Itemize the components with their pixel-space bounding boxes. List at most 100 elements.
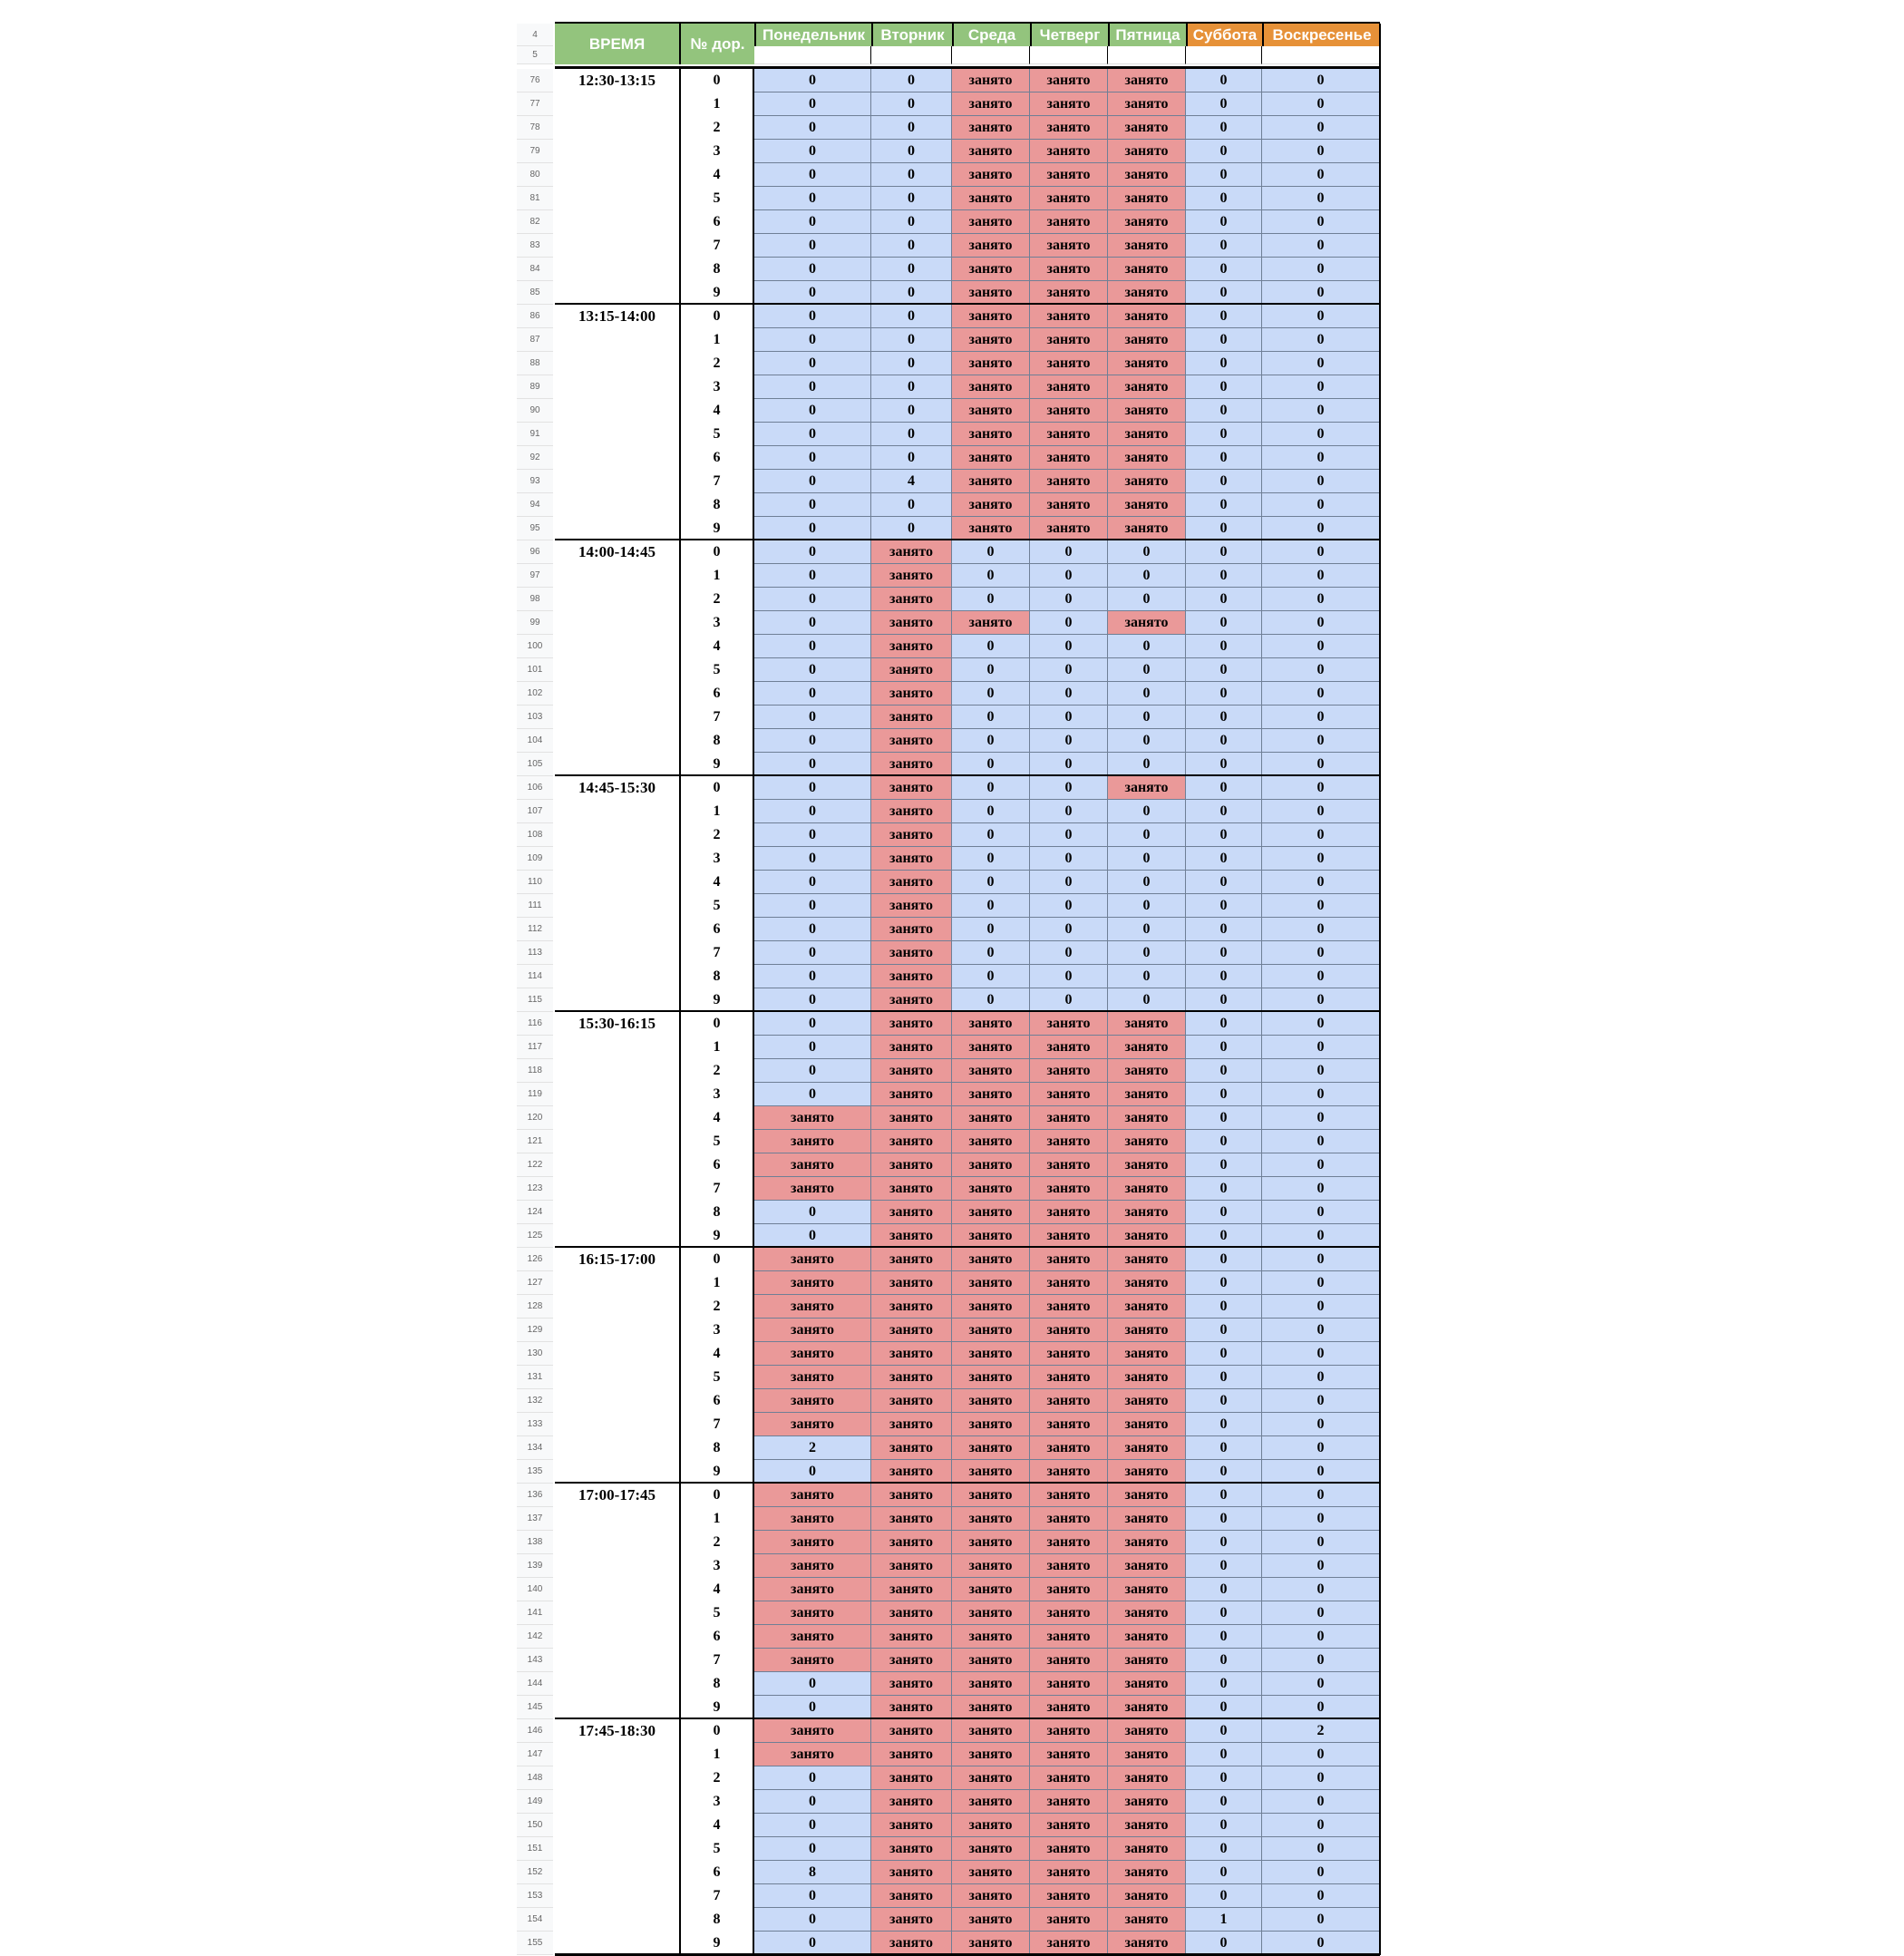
booking-cell[interactable]: 0 bbox=[1108, 588, 1186, 611]
booking-cell[interactable]: 0 bbox=[754, 1012, 871, 1036]
lane-number[interactable]: 1 bbox=[679, 92, 754, 116]
booking-cell-busy[interactable]: занято bbox=[1030, 1153, 1108, 1177]
column-header-day[interactable]: Среда bbox=[952, 24, 1030, 46]
booking-cell[interactable]: 0 bbox=[1030, 611, 1108, 635]
booking-cell[interactable]: 0 bbox=[754, 517, 871, 540]
booking-cell[interactable]: 0 bbox=[1108, 823, 1186, 847]
booking-cell-busy[interactable]: занято bbox=[1108, 1601, 1186, 1625]
booking-cell-busy[interactable]: занято bbox=[1030, 1554, 1108, 1578]
booking-cell[interactable]: 0 bbox=[754, 1696, 871, 1719]
booking-cell-busy[interactable]: занято bbox=[871, 1153, 952, 1177]
booking-cell[interactable]: 0 bbox=[1030, 847, 1108, 871]
booking-cell[interactable]: 0 bbox=[1108, 658, 1186, 682]
booking-cell[interactable]: 0 bbox=[754, 1814, 871, 1837]
booking-cell-busy[interactable]: занято bbox=[1108, 1083, 1186, 1106]
booking-cell-busy[interactable]: занято bbox=[952, 92, 1030, 116]
booking-cell-busy[interactable]: занято bbox=[754, 1507, 871, 1531]
booking-cell[interactable]: 0 bbox=[1186, 564, 1262, 588]
booking-cell[interactable]: 0 bbox=[1262, 1484, 1380, 1507]
booking-cell[interactable]: 0 bbox=[754, 635, 871, 658]
lane-number[interactable]: 0 bbox=[679, 69, 754, 92]
booking-cell-busy[interactable]: занято bbox=[1030, 1201, 1108, 1224]
lane-number[interactable]: 9 bbox=[679, 1696, 754, 1719]
booking-cell-busy[interactable]: занято bbox=[952, 375, 1030, 399]
booking-cell[interactable]: 0 bbox=[1262, 1153, 1380, 1177]
booking-cell[interactable]: 0 bbox=[952, 564, 1030, 588]
booking-cell-busy[interactable]: занято bbox=[952, 517, 1030, 540]
booking-cell-busy[interactable]: занято bbox=[871, 1460, 952, 1484]
booking-cell[interactable]: 0 bbox=[871, 352, 952, 375]
lane-number[interactable]: 1 bbox=[679, 564, 754, 588]
booking-cell-busy[interactable]: занято bbox=[871, 1059, 952, 1083]
booking-cell-busy[interactable]: занято bbox=[754, 1743, 871, 1766]
booking-cell[interactable]: 0 bbox=[1108, 847, 1186, 871]
time-slot-label[interactable]: 17:00-17:45 bbox=[555, 1484, 679, 1719]
lane-number[interactable]: 4 bbox=[679, 871, 754, 894]
booking-cell[interactable]: 0 bbox=[1262, 564, 1380, 588]
booking-cell-busy[interactable]: занято bbox=[871, 1578, 952, 1601]
booking-cell[interactable]: 0 bbox=[871, 92, 952, 116]
booking-cell-busy[interactable]: занято bbox=[1030, 399, 1108, 423]
booking-cell[interactable]: 0 bbox=[1186, 1342, 1262, 1366]
booking-cell[interactable]: 0 bbox=[1262, 1059, 1380, 1083]
booking-cell-busy[interactable]: занято bbox=[1108, 446, 1186, 470]
booking-cell-busy[interactable]: занято bbox=[1108, 92, 1186, 116]
booking-cell[interactable]: 0 bbox=[952, 706, 1030, 729]
booking-cell[interactable]: 0 bbox=[1262, 1837, 1380, 1861]
booking-cell[interactable]: 0 bbox=[1030, 965, 1108, 988]
booking-cell[interactable]: 0 bbox=[1108, 800, 1186, 823]
booking-cell[interactable]: 0 bbox=[1186, 92, 1262, 116]
booking-cell-busy[interactable]: занято bbox=[1108, 1153, 1186, 1177]
booking-cell[interactable]: 0 bbox=[1186, 1484, 1262, 1507]
booking-cell-busy[interactable]: занято bbox=[952, 328, 1030, 352]
time-slot-label[interactable]: 14:00-14:45 bbox=[555, 540, 679, 776]
booking-cell-busy[interactable]: занято bbox=[952, 1224, 1030, 1248]
booking-cell[interactable]: 0 bbox=[754, 941, 871, 965]
booking-cell-busy[interactable]: занято bbox=[952, 1861, 1030, 1884]
booking-cell[interactable]: 0 bbox=[952, 800, 1030, 823]
lane-number[interactable]: 1 bbox=[679, 328, 754, 352]
lane-number[interactable]: 5 bbox=[679, 187, 754, 210]
booking-cell[interactable]: 0 bbox=[1186, 1743, 1262, 1766]
booking-cell-busy[interactable]: занято bbox=[952, 187, 1030, 210]
time-slot-label[interactable]: 16:15-17:00 bbox=[555, 1248, 679, 1484]
lane-number[interactable]: 8 bbox=[679, 1672, 754, 1696]
booking-cell-busy[interactable]: занято bbox=[754, 1578, 871, 1601]
booking-cell-busy[interactable]: занято bbox=[871, 1601, 952, 1625]
booking-cell[interactable]: 0 bbox=[1186, 281, 1262, 305]
booking-cell[interactable]: 0 bbox=[754, 116, 871, 140]
lane-number[interactable]: 1 bbox=[679, 1507, 754, 1531]
booking-cell-busy[interactable]: занято bbox=[952, 1177, 1030, 1201]
booking-cell-busy[interactable]: занято bbox=[952, 1507, 1030, 1531]
booking-cell-busy[interactable]: занято bbox=[871, 941, 952, 965]
booking-cell[interactable]: 0 bbox=[1262, 1578, 1380, 1601]
booking-cell[interactable]: 0 bbox=[1186, 1224, 1262, 1248]
booking-cell[interactable]: 8 bbox=[754, 1861, 871, 1884]
booking-cell[interactable]: 0 bbox=[1262, 1413, 1380, 1436]
header-empty-cell[interactable] bbox=[1262, 46, 1380, 64]
lane-number[interactable]: 2 bbox=[679, 1295, 754, 1319]
lane-number[interactable]: 7 bbox=[679, 706, 754, 729]
booking-cell[interactable]: 0 bbox=[1108, 918, 1186, 941]
booking-cell[interactable]: 0 bbox=[1030, 729, 1108, 753]
booking-cell-busy[interactable]: занято bbox=[871, 1625, 952, 1649]
booking-cell-busy[interactable]: занято bbox=[1030, 375, 1108, 399]
booking-cell[interactable]: 0 bbox=[1186, 1554, 1262, 1578]
booking-cell-busy[interactable]: занято bbox=[754, 1366, 871, 1389]
booking-cell[interactable]: 0 bbox=[1186, 1130, 1262, 1153]
booking-cell-busy[interactable]: занято bbox=[1108, 1342, 1186, 1366]
booking-cell[interactable]: 0 bbox=[1262, 1319, 1380, 1342]
booking-cell[interactable]: 0 bbox=[754, 1460, 871, 1484]
lane-number[interactable]: 8 bbox=[679, 729, 754, 753]
booking-cell[interactable]: 0 bbox=[1262, 988, 1380, 1012]
booking-cell-busy[interactable]: занято bbox=[952, 1436, 1030, 1460]
booking-cell-busy[interactable]: занято bbox=[871, 1507, 952, 1531]
booking-cell[interactable]: 0 bbox=[1262, 1271, 1380, 1295]
booking-cell[interactable]: 0 bbox=[1262, 871, 1380, 894]
booking-cell[interactable]: 0 bbox=[871, 517, 952, 540]
booking-cell[interactable]: 0 bbox=[871, 140, 952, 163]
booking-cell[interactable]: 0 bbox=[1186, 446, 1262, 470]
booking-cell-busy[interactable]: занято bbox=[871, 1319, 952, 1342]
booking-cell-busy[interactable]: занято bbox=[1030, 1083, 1108, 1106]
booking-cell[interactable]: 0 bbox=[1186, 894, 1262, 918]
